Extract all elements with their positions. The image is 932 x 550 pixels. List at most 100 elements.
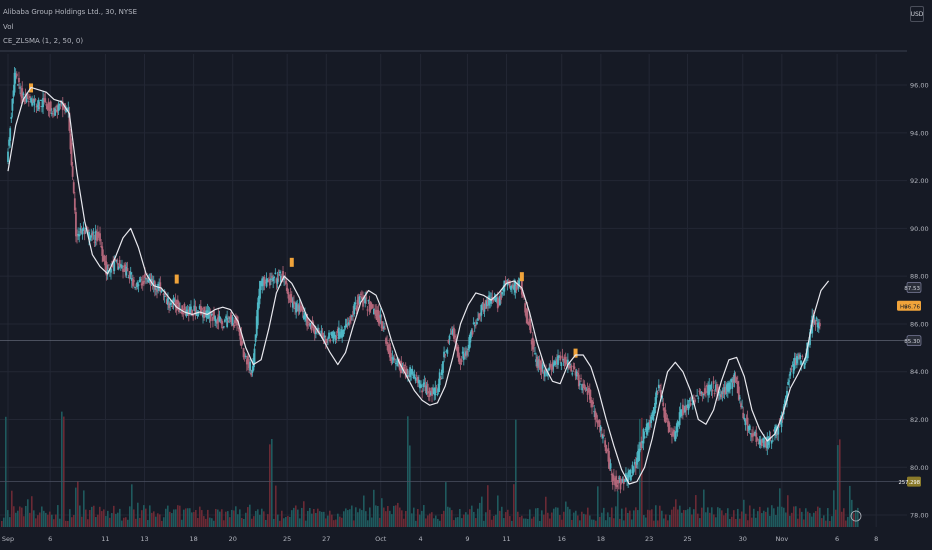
candle-body — [789, 371, 792, 376]
candle-body — [259, 280, 261, 299]
candle-body — [93, 241, 96, 243]
volume-bar — [135, 518, 137, 527]
candle-body — [272, 278, 275, 282]
volume-bar — [183, 509, 185, 527]
x-tick-label: 13 — [140, 535, 148, 543]
candle-body — [278, 271, 281, 273]
currency-button[interactable]: USD — [910, 6, 924, 22]
candle-body — [668, 425, 671, 427]
candle-body — [473, 325, 476, 327]
candle-body — [566, 359, 569, 368]
volume-legend: Vol — [3, 23, 14, 31]
volume-bar — [537, 507, 539, 527]
volume-bar — [339, 516, 341, 527]
candle-body — [92, 232, 95, 234]
candle-body — [795, 356, 798, 364]
candle-body — [787, 382, 790, 385]
candle-body — [680, 414, 683, 416]
candle-body — [413, 374, 416, 378]
volume-bar — [423, 505, 425, 527]
candle-body — [192, 314, 195, 317]
candle-body — [683, 407, 685, 412]
candle-body — [352, 311, 355, 316]
volume-bar — [655, 505, 657, 527]
candle-body — [159, 282, 162, 292]
candle-body — [335, 336, 338, 339]
candle-body — [305, 314, 307, 321]
candle-body — [291, 302, 294, 308]
candle-body — [549, 364, 552, 368]
volume-bar — [837, 445, 839, 527]
candle-body — [414, 377, 417, 381]
candle-body — [710, 383, 713, 390]
candle-body — [762, 438, 764, 440]
volume-bar — [373, 489, 375, 527]
candle-body — [448, 335, 451, 340]
candle-body — [644, 428, 647, 431]
volume-bar — [699, 518, 701, 527]
volume-bar — [449, 507, 451, 527]
candle-body — [621, 479, 624, 482]
candle-body — [217, 314, 220, 323]
volume-bar — [199, 506, 201, 527]
volume-bar — [367, 520, 369, 527]
candle-body — [497, 298, 500, 303]
volume-bar — [541, 510, 543, 527]
candle-body — [89, 236, 92, 241]
volume-bar — [329, 510, 331, 527]
candle-body — [369, 301, 372, 310]
volume-bar — [569, 509, 571, 527]
volume-bar — [511, 520, 513, 527]
volume-bar — [765, 511, 767, 527]
volume-bar — [521, 515, 523, 527]
volume-bar — [179, 505, 181, 527]
candle-body — [504, 282, 507, 284]
candle-body — [814, 319, 817, 325]
candle-body — [170, 302, 173, 305]
volume-bar — [287, 515, 289, 527]
volume-bar — [787, 495, 789, 527]
volume-label: 257.298 — [899, 480, 920, 486]
candle-body — [705, 391, 707, 393]
candle-body — [7, 151, 9, 162]
volume-bar — [163, 517, 165, 527]
volume-bar — [65, 520, 67, 527]
candle-body — [602, 435, 604, 439]
volume-bar — [279, 520, 281, 527]
volume-bar — [263, 511, 265, 527]
volume-bar — [759, 506, 761, 527]
candle-body — [419, 383, 421, 389]
candle-body — [204, 310, 207, 314]
candle-body — [420, 384, 422, 388]
volume-bar — [763, 510, 765, 527]
candle-body — [684, 405, 687, 413]
candle-body — [125, 266, 128, 276]
volume-bar — [501, 506, 503, 527]
volume-bar — [333, 520, 335, 527]
candle-body — [597, 420, 600, 423]
candle-body — [725, 384, 728, 390]
volume-bar — [477, 508, 479, 527]
volume-bar — [625, 507, 627, 527]
candle-body — [603, 435, 605, 437]
candle-body — [332, 332, 335, 342]
candle-body — [162, 293, 165, 295]
candle-body — [463, 353, 466, 357]
candle-body — [282, 270, 284, 278]
volume-bar — [503, 518, 505, 527]
volume-bar — [589, 515, 591, 527]
volume-bar — [807, 511, 809, 527]
y-tick-label: 88.00 — [910, 273, 929, 281]
volume-bar — [61, 411, 63, 527]
candle-body — [165, 299, 168, 304]
candle-body — [595, 413, 598, 418]
volume-bar — [761, 513, 763, 527]
volume-bar — [11, 490, 13, 527]
candle-body — [561, 355, 564, 359]
volume-bar — [17, 510, 19, 527]
candle-body — [139, 279, 142, 281]
volume-bar — [173, 509, 175, 527]
candle-body — [263, 276, 266, 286]
